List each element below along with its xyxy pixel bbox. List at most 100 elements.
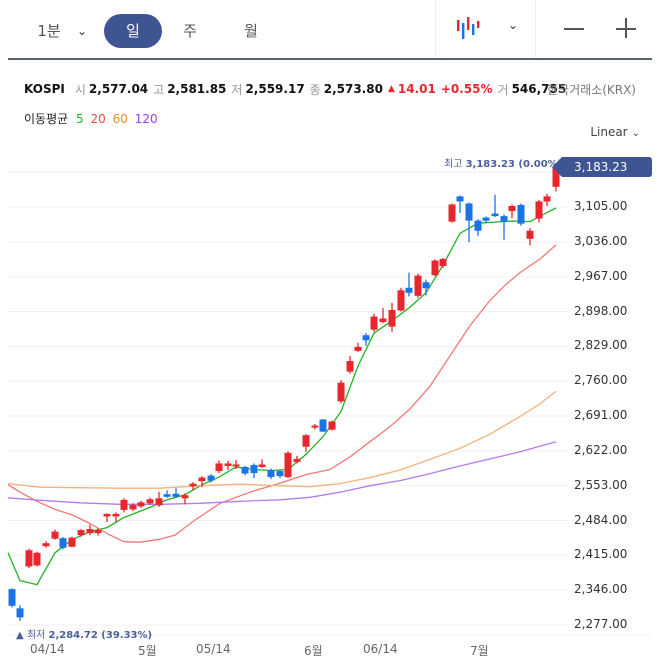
candle[interactable] [543,193,551,206]
candle[interactable] [346,355,354,374]
candle[interactable] [215,460,223,474]
candle[interactable] [8,588,16,608]
ma-20[interactable]: 20 [90,112,106,126]
candle[interactable] [172,488,180,498]
candle[interactable] [535,199,543,223]
candle[interactable] [362,333,370,346]
candle[interactable] [500,214,508,240]
toolbar: 1분 ⌄ 일 주 월 ⌄ [0,0,660,60]
candle[interactable] [431,259,439,277]
candle[interactable] [370,314,378,332]
candle[interactable] [163,490,171,498]
candle[interactable] [181,493,189,505]
candle[interactable] [439,257,447,269]
candle[interactable] [155,491,163,507]
close-value: 2,573.80 [323,82,383,96]
candle[interactable] [465,202,473,243]
high-label: 고 [153,82,165,97]
scale-label: Linear [590,125,628,139]
timeframe-week-tab[interactable]: 주 [183,22,197,40]
toolbar-underline [8,58,652,60]
up-triangle-icon: ▲ [387,84,395,94]
candle[interactable] [482,216,490,224]
candle[interactable] [258,459,266,468]
candle[interactable] [42,541,50,548]
candle[interactable] [51,529,59,540]
candle[interactable] [311,424,319,430]
candle[interactable] [508,204,516,219]
candle[interactable] [146,497,154,505]
candle[interactable] [77,529,85,537]
minus-icon[interactable] [562,16,586,40]
candle[interactable] [33,551,41,567]
candle[interactable] [328,420,336,431]
candle[interactable] [86,524,94,536]
candle[interactable] [129,503,137,511]
candle[interactable] [397,287,405,312]
candle[interactable] [414,273,422,298]
candle[interactable] [379,307,387,324]
chevron-down-icon: ⌄ [631,128,640,139]
ma-120[interactable]: 120 [134,112,158,126]
ma-5[interactable]: 5 [76,112,84,126]
candle[interactable] [250,463,258,479]
plus-icon[interactable] [614,16,638,40]
timeframe-month-tab[interactable]: 월 [244,22,258,40]
candle[interactable] [337,380,345,404]
candle[interactable] [284,451,292,479]
change-value: 14.01 [397,82,436,96]
candle[interactable] [94,528,102,536]
candlestick-icon[interactable] [455,14,485,44]
candle[interactable] [474,219,482,236]
candle[interactable] [224,460,232,471]
close-label: 종 [309,82,321,97]
y-tick-label: 2,760.00 [574,373,628,388]
candle[interactable] [456,195,464,214]
candle[interactable] [112,512,120,523]
candle[interactable] [302,434,310,452]
candle[interactable] [198,476,206,488]
candle[interactable] [293,455,301,464]
timeframe-day-tab[interactable]: 일 [104,14,162,48]
candle[interactable] [276,470,284,479]
candle[interactable] [517,203,525,226]
x-tick-label: 5월 [138,644,157,658]
scale-select[interactable]: Linear ⌄ [590,125,640,139]
timeframe-minute-button[interactable]: 1분 [37,22,61,40]
open-label: 시 [74,82,86,97]
candle[interactable] [232,459,240,470]
y-tick-label: 2,967.00 [574,268,628,283]
x-tick-label: 05/14 [196,642,231,656]
candle[interactable] [448,203,456,223]
candle[interactable] [120,498,128,513]
candle[interactable] [16,605,24,621]
candle[interactable] [25,548,33,568]
y-tick-label: 2,829.00 [574,338,628,353]
candle[interactable] [137,500,145,508]
candle[interactable] [59,537,67,550]
candle[interactable] [207,474,215,483]
ma-line [7,244,557,543]
x-tick-label: 04/14 [30,642,65,656]
candle[interactable] [526,228,534,246]
candle[interactable] [354,342,362,352]
candle[interactable] [68,536,76,548]
ma-60[interactable]: 60 [112,112,128,126]
candle[interactable] [405,272,413,297]
candle[interactable] [103,513,111,523]
candle[interactable] [241,465,249,476]
candle[interactable] [319,419,327,433]
volume-label: 거 [497,82,509,97]
symbol: KOSPI [24,82,65,96]
chevron-down-icon[interactable]: ⌄ [76,24,88,38]
chevron-down-icon[interactable]: ⌄ [507,18,519,32]
y-tick-label: 2,277.00 [574,617,628,631]
x-tick-label: 6월 [304,644,323,658]
candle[interactable] [491,194,499,218]
candle[interactable] [267,468,275,480]
candle[interactable] [422,279,430,296]
candle[interactable] [388,302,396,332]
candle[interactable] [189,482,197,491]
